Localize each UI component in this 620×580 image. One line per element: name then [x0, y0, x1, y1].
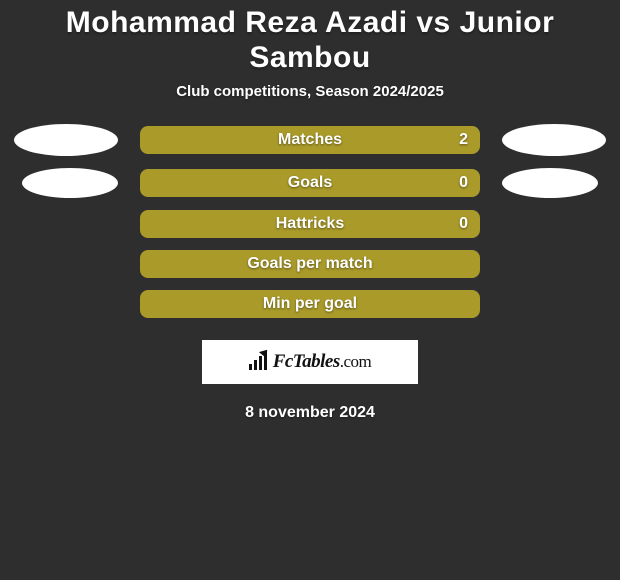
stat-value: 0 — [459, 174, 468, 192]
stat-label: Min per goal — [140, 295, 480, 313]
stat-bar: Min per goal — [140, 290, 480, 318]
brand-tld: .com — [340, 352, 372, 371]
page-title: Mohammad Reza Azadi vs Junior Sambou — [0, 0, 620, 77]
stat-row: Goals0 — [0, 162, 620, 204]
brand-name: FcTables — [273, 351, 340, 372]
right-ellipse — [502, 168, 598, 198]
stat-label: Hattricks — [140, 215, 480, 233]
stat-row: Min per goal — [0, 284, 620, 324]
page-subtitle: Club competitions, Season 2024/2025 — [0, 77, 620, 118]
stat-bar: Hattricks0 — [140, 210, 480, 238]
brand-logo[interactable]: FcTables.com — [202, 340, 418, 384]
left-ellipse — [14, 124, 118, 156]
stat-value: 0 — [459, 215, 468, 233]
stat-label: Matches — [140, 131, 480, 149]
date-stamp: 8 november 2024 — [0, 394, 620, 432]
bar-chart-icon — [249, 352, 267, 372]
stat-label: Goals per match — [140, 255, 480, 273]
stat-row: Goals per match — [0, 244, 620, 284]
left-ellipse — [22, 168, 118, 198]
logo-wrap: FcTables.com — [0, 324, 620, 394]
stat-row: Hattricks0 — [0, 204, 620, 244]
stat-label: Goals — [140, 174, 480, 192]
brand-text: FcTables.com — [273, 351, 372, 373]
stat-row: Matches2 — [0, 118, 620, 162]
stat-value: 2 — [459, 131, 468, 149]
stats-block: Matches2Goals0Hattricks0Goals per matchM… — [0, 118, 620, 324]
stat-bar: Goals0 — [140, 169, 480, 197]
comparison-card: Mohammad Reza Azadi vs Junior Sambou Clu… — [0, 0, 620, 580]
stat-bar: Matches2 — [140, 126, 480, 154]
right-ellipse — [502, 124, 606, 156]
stat-bar: Goals per match — [140, 250, 480, 278]
